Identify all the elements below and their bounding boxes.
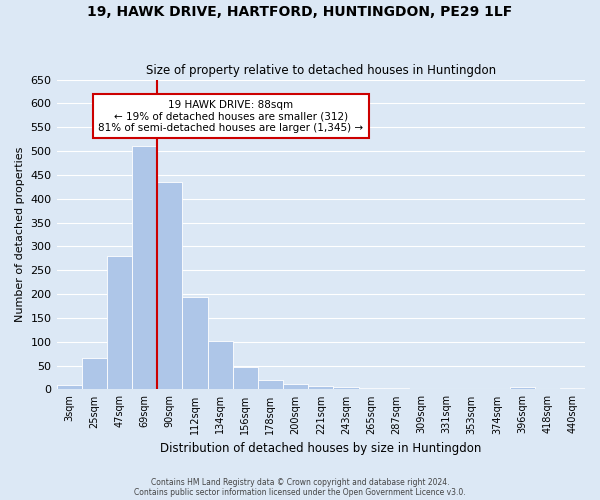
- Bar: [82, 358, 107, 390]
- Bar: [283, 384, 308, 390]
- X-axis label: Distribution of detached houses by size in Huntingdon: Distribution of detached houses by size …: [160, 442, 481, 455]
- Text: Contains HM Land Registry data © Crown copyright and database right 2024.
Contai: Contains HM Land Registry data © Crown c…: [134, 478, 466, 497]
- Bar: [182, 298, 208, 390]
- Bar: [132, 146, 157, 390]
- Bar: [107, 256, 132, 390]
- Bar: [233, 367, 258, 390]
- Bar: [208, 341, 233, 390]
- Bar: [383, 388, 409, 390]
- Bar: [258, 380, 283, 390]
- Bar: [157, 182, 182, 390]
- Bar: [509, 387, 535, 390]
- Bar: [334, 387, 359, 390]
- Bar: [308, 386, 334, 390]
- Y-axis label: Number of detached properties: Number of detached properties: [15, 147, 25, 322]
- Bar: [560, 388, 585, 390]
- Bar: [359, 388, 383, 390]
- Text: 19, HAWK DRIVE, HARTFORD, HUNTINGDON, PE29 1LF: 19, HAWK DRIVE, HARTFORD, HUNTINGDON, PE…: [88, 5, 512, 19]
- Title: Size of property relative to detached houses in Huntingdon: Size of property relative to detached ho…: [146, 64, 496, 77]
- Text: 19 HAWK DRIVE: 88sqm
← 19% of detached houses are smaller (312)
81% of semi-deta: 19 HAWK DRIVE: 88sqm ← 19% of detached h…: [98, 100, 364, 133]
- Bar: [56, 384, 82, 390]
